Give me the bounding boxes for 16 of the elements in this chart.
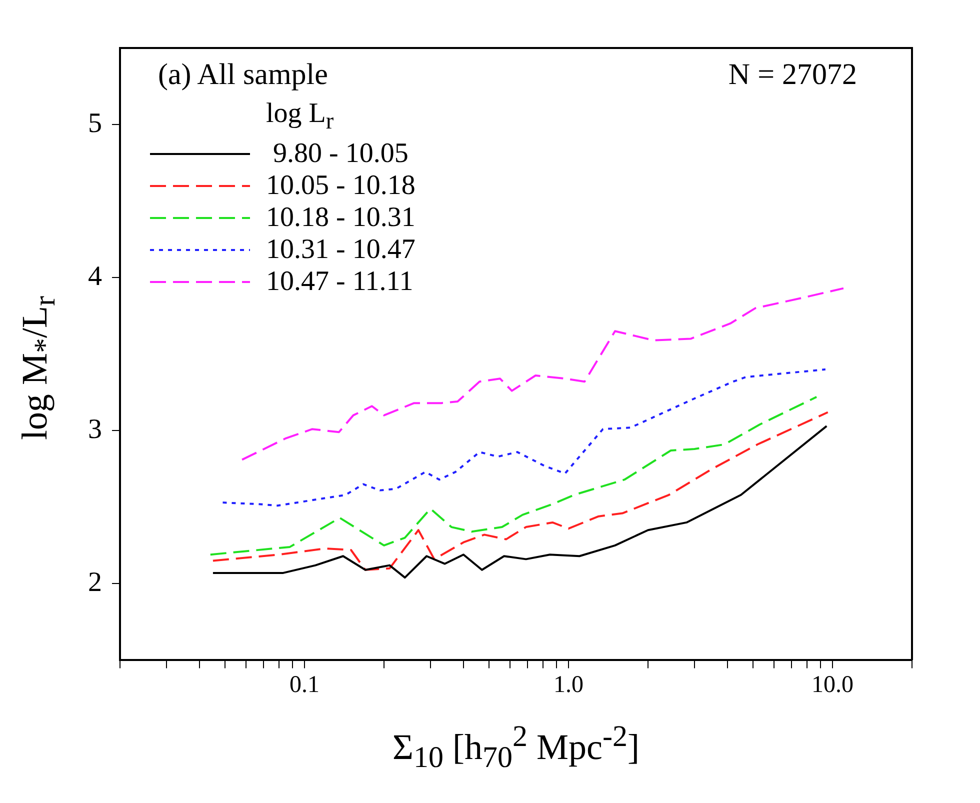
legend-title: log L$_{r}$ bbox=[266, 98, 335, 137]
annotation: N = 27072 bbox=[728, 58, 857, 92]
legend-label: 10.31 - 10.47 bbox=[266, 234, 416, 266]
legend-label: 10.05 - 10.18 bbox=[266, 170, 416, 202]
x-tick-label: 1.0 bbox=[554, 672, 584, 698]
x-tick-label: 10.0 bbox=[812, 672, 854, 698]
annotation: (a) All sample bbox=[158, 58, 328, 92]
y-tick-label: 5 bbox=[88, 108, 102, 139]
x-tick-label: 0.1 bbox=[290, 672, 320, 698]
legend-label: 10.18 - 10.31 bbox=[266, 202, 416, 234]
y-tick-label: 4 bbox=[88, 260, 102, 292]
legend-label: 10.47 - 11.11 bbox=[266, 266, 414, 298]
y-tick-label: 3 bbox=[88, 414, 102, 445]
y-tick-label: 2 bbox=[88, 567, 102, 598]
x-axis-title: Σ$_{10}$ [h$_{70}$$^{2}$ Mpc$^{-2}$] bbox=[392, 720, 640, 776]
legend-label: 9.80 - 10.05 bbox=[272, 138, 408, 170]
